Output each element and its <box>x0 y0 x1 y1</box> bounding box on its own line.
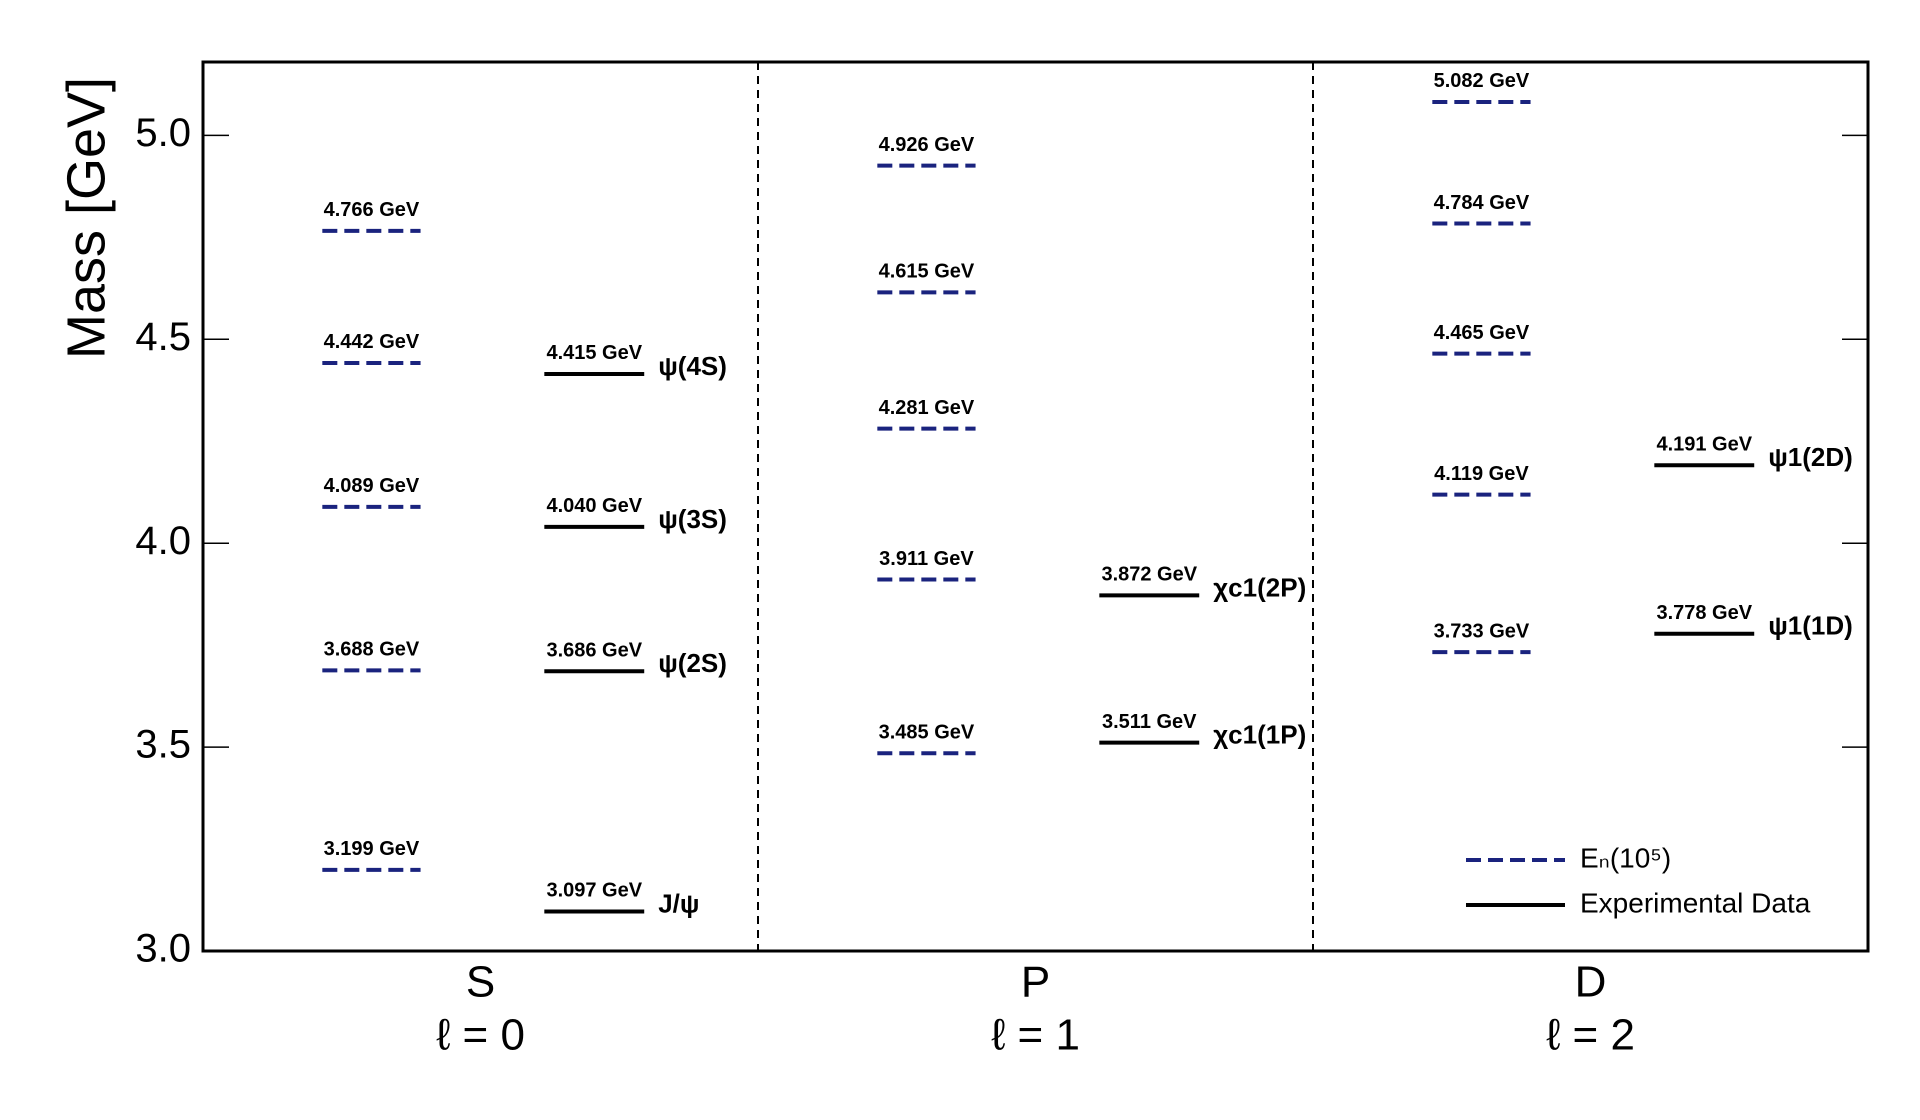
state-label: χc1(2P) <box>1213 572 1306 602</box>
plot-frame <box>201 60 1870 953</box>
state-label: ψ(3S) <box>658 504 727 534</box>
state-label: ψ(2S) <box>658 648 727 678</box>
level-value-label: 3.872 GeV <box>1101 564 1197 586</box>
state-label: ψ(4S) <box>658 351 727 381</box>
y-tick-label: 4.5 <box>135 315 191 359</box>
category-label: P <box>1021 958 1050 1007</box>
level-value-label: 3.511 GeV <box>1102 711 1197 733</box>
y-axis-label: Mass [GeV] <box>56 77 116 359</box>
category-label: D <box>1575 958 1607 1007</box>
level-value-label: 4.281 GeV <box>879 397 975 419</box>
category-sublabel: ℓ = 1 <box>991 1011 1080 1060</box>
level-value-label: 3.686 GeV <box>546 640 642 662</box>
category-sublabel: ℓ = 2 <box>1546 1011 1635 1060</box>
level-value-label: 4.040 GeV <box>546 495 642 517</box>
level-value-label: 3.688 GeV <box>324 639 420 661</box>
level-value-label: 3.199 GeV <box>324 838 420 860</box>
legend-label: Experimental Data <box>1580 887 1811 918</box>
level-value-label: 4.615 GeV <box>879 261 975 283</box>
legend-label: Eₙ(10⁵) <box>1580 842 1671 873</box>
y-tick-label: 3.5 <box>135 723 191 767</box>
level-value-label: 3.911 GeV <box>879 548 974 570</box>
level-value-label: 4.465 GeV <box>1434 322 1530 344</box>
level-value-label: 5.082 GeV <box>1434 70 1530 92</box>
category-sublabel: ℓ = 0 <box>436 1011 525 1060</box>
level-value-label: 4.766 GeV <box>324 199 420 221</box>
category-label: S <box>466 958 495 1007</box>
level-value-label: 4.119 GeV <box>1434 463 1529 485</box>
level-value-label: 4.415 GeV <box>546 342 642 364</box>
state-label: ψ1(2D) <box>1768 442 1853 472</box>
y-tick-label: 4.0 <box>135 519 191 563</box>
level-value-label: 4.191 GeV <box>1656 434 1752 456</box>
level-value-label: 4.784 GeV <box>1434 192 1530 214</box>
level-value-label: 3.733 GeV <box>1434 620 1530 642</box>
level-value-label: 3.097 GeV <box>546 880 642 902</box>
level-value-label: 4.442 GeV <box>324 331 420 353</box>
state-label: χc1(1P) <box>1213 719 1306 749</box>
state-label: J/ψ <box>658 888 699 918</box>
level-value-label: 3.778 GeV <box>1656 602 1752 624</box>
level-value-label: 4.089 GeV <box>324 475 420 497</box>
y-tick-label: 5.0 <box>135 111 191 155</box>
y-tick-label: 3.0 <box>135 927 191 971</box>
level-value-label: 4.926 GeV <box>879 134 975 156</box>
level-value-label: 3.485 GeV <box>879 721 975 743</box>
state-label: ψ1(1D) <box>1768 611 1853 641</box>
